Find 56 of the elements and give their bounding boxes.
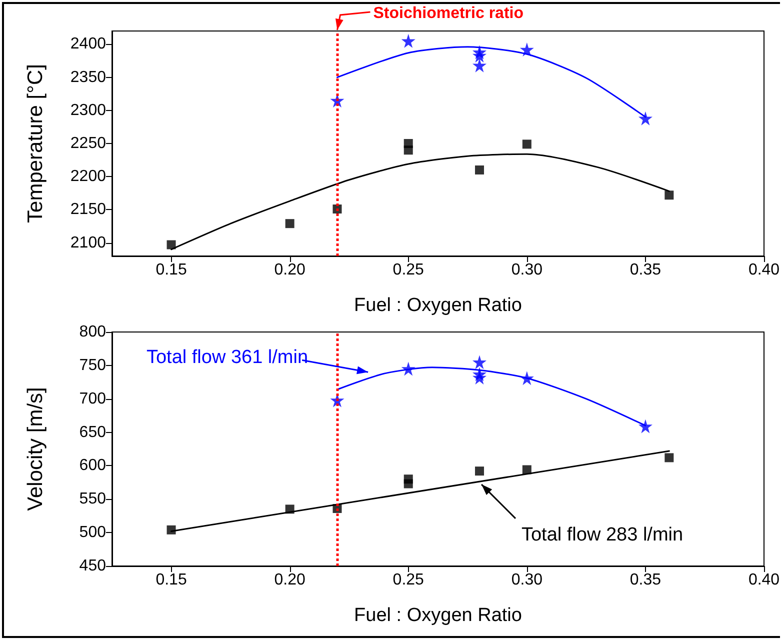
y-tick-label: 500 [79, 524, 106, 542]
x-tick-label: 0.40 [748, 572, 780, 588]
y-tick-label: 700 [79, 390, 106, 408]
point [285, 504, 294, 514]
y-tick-label: 2350 [70, 68, 106, 86]
y-tick-label: 2100 [70, 234, 106, 252]
x-tick-label: 0.40 [748, 262, 780, 278]
point [285, 219, 294, 228]
y-tick-label: 650 [79, 424, 106, 441]
y-tick-label: 550 [79, 490, 106, 508]
point [472, 58, 486, 72]
point [472, 48, 486, 62]
y-tick-label: 450 [79, 558, 106, 574]
point [638, 111, 652, 126]
point [404, 146, 413, 155]
annotation: Total flow 361 l/min [146, 347, 308, 368]
x-tick-label: 0.20 [274, 262, 306, 278]
y-tick-label: 2200 [70, 168, 106, 186]
x-tick-label: 0.15 [156, 572, 187, 588]
y-tick-label: 2300 [70, 102, 106, 119]
y-tick-label: 750 [79, 356, 106, 374]
y-tick-label: 2250 [70, 135, 106, 152]
point [401, 34, 416, 48]
point [520, 371, 534, 386]
x-tick-label: 0.35 [630, 262, 662, 278]
point [404, 479, 413, 488]
point [474, 466, 484, 476]
point [520, 42, 534, 57]
y-tick-label: 2150 [70, 201, 106, 218]
x-tick-label: 0.25 [392, 262, 424, 278]
x-tick-label: 0.35 [630, 572, 662, 588]
y-axis-title: Velocity [m/s] [24, 387, 47, 511]
point [166, 240, 176, 250]
x-axis-title: Fuel : Oxygen Ratio [354, 295, 522, 316]
x-tick-label: 0.25 [392, 572, 424, 588]
x-tick-label: 0.15 [156, 262, 187, 278]
y-axis-title: Temperature [°C] [24, 64, 47, 223]
x-tick-label: 0.20 [274, 572, 306, 588]
legend-label: Stoichiometric ratio [373, 5, 524, 22]
point [664, 190, 674, 200]
point [166, 525, 176, 534]
y-tick-label: 600 [79, 457, 106, 474]
x-tick-label: 0.30 [511, 572, 543, 588]
annotation: Total flow 283 l/min [521, 524, 684, 546]
point [472, 370, 486, 384]
point [401, 362, 416, 376]
point [522, 140, 532, 149]
x-axis-title: Fuel : Oxygen Ratio [354, 605, 522, 626]
point [474, 165, 484, 174]
point [664, 453, 674, 462]
point [522, 465, 532, 474]
y-tick-label: 2400 [70, 36, 106, 53]
point [638, 419, 652, 434]
y-tick-label: 800 [79, 324, 106, 340]
point [472, 355, 486, 370]
x-tick-label: 0.30 [511, 262, 543, 278]
